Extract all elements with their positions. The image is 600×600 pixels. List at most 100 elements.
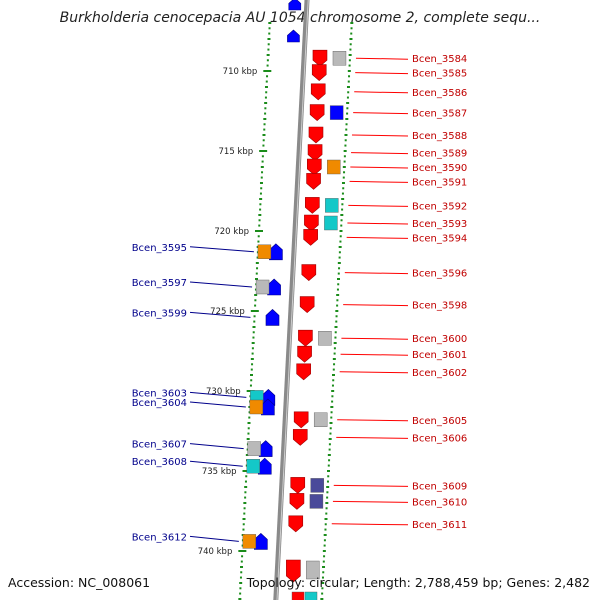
reverse-gene-label[interactable]: Bcen_3606	[412, 433, 467, 444]
scale-label: 710 kbp	[223, 67, 258, 77]
reverse-gene-arrow[interactable]	[286, 559, 301, 583]
forward-gene-label[interactable]: Bcen_3603	[132, 388, 187, 399]
reverse-gene-label[interactable]: Bcen_3588	[412, 131, 467, 142]
reverse-gene-label[interactable]: Bcen_3600	[412, 334, 467, 345]
scale-dot-right	[334, 336, 337, 339]
reverse-gene-label[interactable]: Bcen_3589	[412, 149, 467, 160]
reverse-gene-label[interactable]: Bcen_3590	[412, 163, 467, 174]
reverse-gene-label[interactable]: Bcen_3609	[412, 481, 467, 492]
reverse-gene-arrow[interactable]	[308, 126, 324, 144]
reverse-gene-arrow[interactable]	[298, 329, 313, 347]
scale-dot-right	[328, 443, 331, 446]
reverse-gene-arrow[interactable]	[306, 173, 321, 190]
forward-gene-arrow[interactable]	[288, 0, 302, 11]
forward-gene-label[interactable]: Bcen_3608	[132, 457, 187, 468]
scale-dot-left	[257, 235, 260, 238]
scale-dot-right	[342, 187, 345, 190]
scale-dot-left	[253, 320, 256, 323]
reverse-gene-arrow[interactable]	[310, 83, 326, 101]
gene-feature-box	[324, 215, 338, 231]
reverse-gene-arrow[interactable]	[304, 214, 319, 232]
reverse-gene-arrow[interactable]	[293, 411, 309, 429]
forward-gene-arrow[interactable]	[257, 457, 272, 475]
scale-dot-right	[343, 171, 346, 174]
reverse-gene-leader	[346, 236, 409, 239]
reverse-gene-label[interactable]: Bcen_3598	[412, 301, 467, 312]
reverse-gene-label[interactable]: Bcen_3592	[412, 201, 467, 212]
reverse-gene-leader	[348, 204, 409, 207]
scale-dot-left	[247, 427, 250, 430]
scale-dot-right	[326, 491, 329, 494]
reverse-gene-label[interactable]: Bcen_3605	[412, 416, 467, 427]
reverse-gene-arrow[interactable]	[309, 104, 325, 121]
forward-gene-arrow[interactable]	[269, 243, 283, 261]
gene-feature-box	[255, 279, 270, 295]
reverse-gene-label[interactable]: Bcen_3591	[412, 177, 467, 188]
reverse-gene-arrow[interactable]	[312, 49, 328, 67]
reverse-gene-label[interactable]: Bcen_3586	[412, 88, 467, 99]
reverse-gene-label[interactable]: Bcen_3602	[412, 368, 467, 379]
reverse-gene-leader	[344, 272, 409, 275]
forward-gene-label[interactable]: Bcen_3604	[132, 398, 187, 409]
reverse-gene-arrow[interactable]	[290, 477, 306, 494]
forward-gene-arrow[interactable]	[267, 278, 281, 296]
reverse-gene-arrow[interactable]	[303, 229, 318, 246]
reverse-gene-arrow[interactable]	[297, 345, 312, 363]
forward-gene-arrow[interactable]	[254, 532, 268, 550]
reverse-gene-label[interactable]: Bcen_3593	[412, 219, 467, 230]
reverse-gene-arrow[interactable]	[307, 144, 323, 161]
reverse-gene-arrow[interactable]	[301, 264, 317, 281]
scale-dot-left	[244, 496, 247, 499]
reverse-gene-arrow[interactable]	[299, 296, 315, 313]
gene-feature-box	[325, 198, 339, 213]
scale-dot-left	[239, 587, 242, 590]
scale-dot-left	[266, 75, 269, 78]
scale-dot-right	[321, 592, 324, 595]
reverse-gene-arrow[interactable]	[292, 429, 308, 446]
reverse-gene-label[interactable]: Bcen_3610	[412, 497, 467, 508]
gene-feature-box	[291, 591, 305, 600]
forward-gene-label[interactable]: Bcen_3607	[132, 440, 187, 451]
forward-gene-label[interactable]: Bcen_3599	[132, 308, 187, 319]
reverse-gene-label[interactable]: Bcen_3587	[412, 109, 467, 120]
scale-dot-right	[321, 587, 324, 590]
scale-dot-left	[251, 347, 254, 350]
forward-gene-arrow[interactable]	[265, 308, 280, 326]
reverse-gene-leader	[341, 337, 409, 340]
forward-gene-arrow[interactable]	[258, 440, 273, 457]
reverse-gene-label[interactable]: Bcen_3596	[412, 269, 467, 280]
forward-gene-leader	[189, 281, 253, 288]
forward-gene-label[interactable]: Bcen_3597	[132, 278, 187, 289]
reverse-gene-leader	[354, 91, 409, 94]
gene-feature-box	[257, 244, 272, 260]
reverse-gene-arrow[interactable]	[296, 363, 311, 381]
reverse-gene-arrow[interactable]	[305, 197, 320, 214]
reverse-gene-arrow[interactable]	[288, 515, 304, 533]
forward-gene-arrow[interactable]	[287, 29, 300, 43]
scale-dot-left	[262, 139, 265, 142]
gene-feature-box	[247, 441, 261, 456]
scale-dot-left	[243, 512, 246, 515]
gene-feature-box	[246, 459, 260, 474]
forward-gene-label[interactable]: Bcen_3595	[132, 243, 187, 254]
forward-gene-label[interactable]: Bcen_3612	[132, 532, 187, 543]
reverse-gene-label[interactable]: Bcen_3611	[412, 520, 467, 531]
reverse-gene-label[interactable]: Bcen_3584	[412, 54, 467, 65]
reverse-gene-arrow[interactable]	[311, 64, 327, 81]
scale-dot-right	[348, 75, 351, 78]
scale-dot-left	[253, 315, 256, 318]
reverse-gene-leader	[333, 484, 409, 487]
scale-dot-right	[323, 555, 326, 558]
reverse-gene-leader	[353, 112, 409, 115]
gene-feature-box	[242, 534, 257, 549]
scale-dot-left	[264, 107, 267, 110]
reverse-gene-label[interactable]: Bcen_3585	[412, 69, 467, 80]
reverse-gene-arrow[interactable]	[289, 493, 305, 510]
reverse-gene-label[interactable]: Bcen_3594	[412, 233, 467, 244]
scale-dot-left	[242, 528, 245, 531]
reverse-gene-arrow[interactable]	[307, 158, 322, 176]
scale-dot-left	[261, 155, 264, 158]
reverse-gene-label[interactable]: Bcen_3601	[412, 350, 467, 361]
scale-dot-right	[345, 123, 348, 126]
